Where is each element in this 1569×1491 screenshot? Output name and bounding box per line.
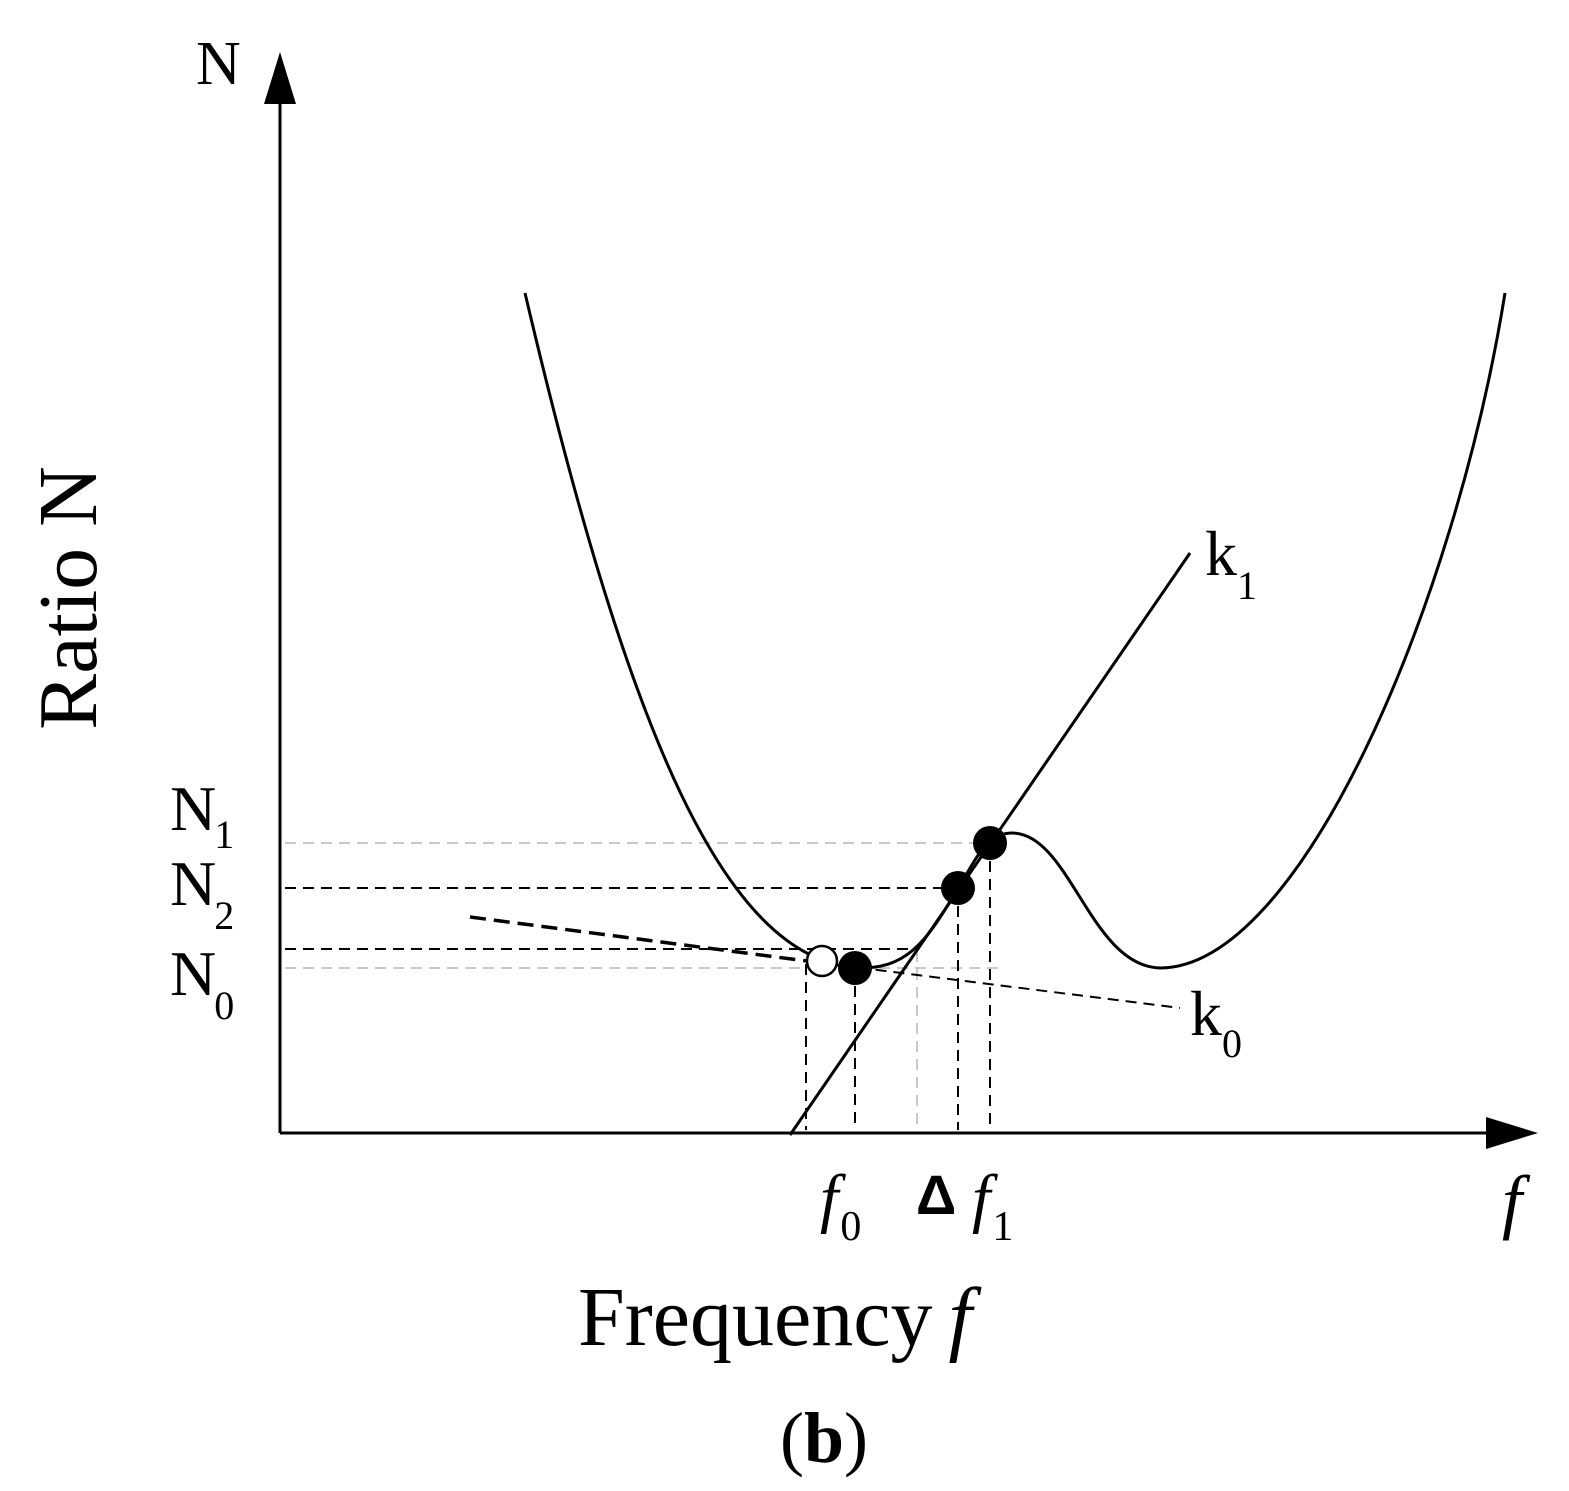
k0-line-bold: [469, 915, 823, 965]
label-n1-sub: 1: [214, 812, 234, 857]
label-n0-sub: 0: [214, 983, 234, 1028]
label-k1-main: k: [1205, 518, 1237, 589]
x-axis-title-symbol: f: [949, 1271, 983, 1364]
k0-line: [821, 962, 1181, 1009]
y-axis-top-label: N: [196, 30, 241, 98]
label-n2-main: N: [170, 848, 216, 919]
label-k0: k0: [1190, 978, 1242, 1066]
open-point: [805, 944, 839, 978]
label-f1-sub: 1: [992, 1204, 1013, 1250]
label-n2-sub: 2: [214, 893, 234, 938]
x-axis-title: Frequency f: [578, 1271, 983, 1364]
panel-label-letter: b: [804, 1398, 844, 1478]
label-n0-main: N: [170, 938, 216, 1009]
x-axis-arrowhead: [1486, 1117, 1538, 1149]
panel-label-close: ): [844, 1398, 868, 1478]
label-k1-sub: 1: [1237, 563, 1257, 608]
label-k0-sub: 0: [1222, 1021, 1242, 1066]
panel-label: (b): [780, 1398, 868, 1478]
label-k0-main: k: [1190, 978, 1222, 1049]
point-n2: [941, 871, 975, 905]
ratio-curve: [523, 292, 1507, 970]
x-axis-end-label: f: [1502, 1161, 1531, 1241]
x-axis-title-word: Frequency: [578, 1271, 933, 1364]
label-f0-sub: 0: [840, 1204, 861, 1250]
y-axis-arrowhead: [264, 52, 296, 104]
label-n0: N0: [170, 938, 234, 1028]
point-n1: [973, 826, 1007, 860]
point-f0: [838, 951, 872, 985]
label-delta: Δ: [916, 1163, 956, 1226]
label-k1: k1: [1205, 518, 1257, 608]
label-n2: N2: [170, 848, 234, 938]
label-f1: f1: [972, 1162, 1013, 1250]
label-n1-main: N: [170, 773, 216, 844]
y-axis-title: Ratio N: [22, 466, 115, 730]
label-n1: N1: [170, 773, 234, 857]
label-f0: f0: [820, 1162, 861, 1250]
panel-label-open: (: [780, 1398, 804, 1478]
